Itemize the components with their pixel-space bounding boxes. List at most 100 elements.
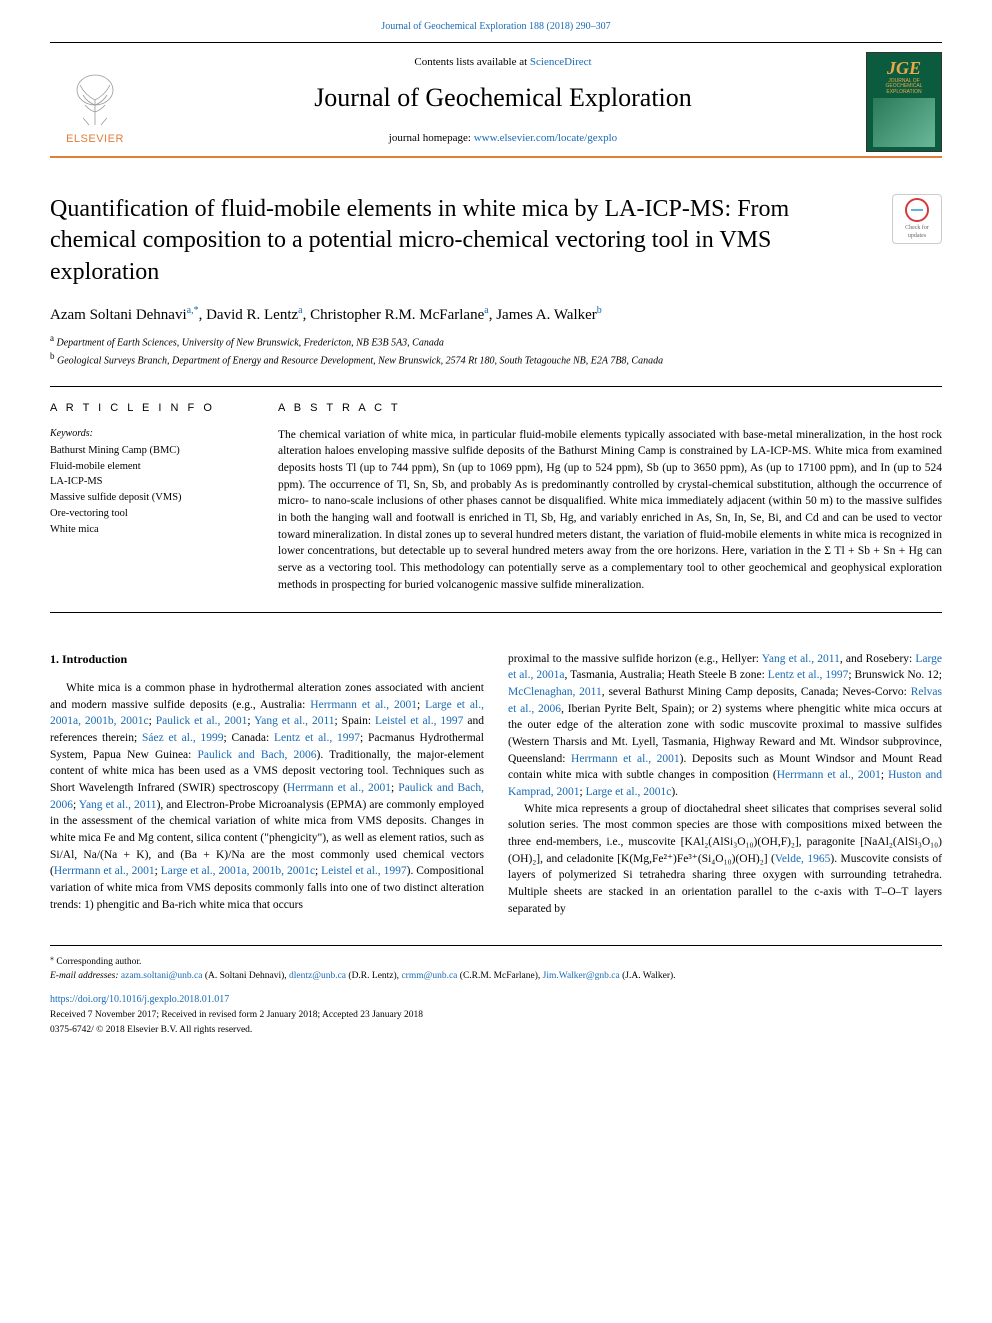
homepage-link[interactable]: www.elsevier.com/locate/gexplo: [474, 132, 617, 144]
crossmark-icon: [905, 198, 929, 222]
journal-header: ELSEVIER Contents lists available at Sci…: [50, 42, 942, 158]
email-link[interactable]: azam.soltani@unb.ca: [121, 971, 203, 981]
crossmark-badge[interactable]: Check for updates: [892, 194, 942, 244]
intro-heading: 1. Introduction: [50, 651, 484, 668]
email-name: (C.R.M. McFarlane),: [457, 971, 542, 981]
citation-link[interactable]: Herrmann et al., 2001: [777, 769, 881, 781]
intro-paragraph: White mica is a common phase in hydrothe…: [50, 680, 484, 913]
citation-link[interactable]: Large et al., 2001c: [586, 786, 672, 798]
info-abstract-row: A R T I C L E I N F O Keywords: Bathurst…: [50, 401, 942, 593]
citation-link[interactable]: Yang et al., 2011: [254, 715, 334, 727]
section-rule: [50, 386, 942, 387]
email-link[interactable]: Jim.Walker@gnb.ca: [543, 971, 620, 981]
citation-link[interactable]: Herrmann et al., 2001: [310, 699, 417, 711]
citation-link[interactable]: Lentz et al., 1997: [768, 669, 849, 681]
email-link[interactable]: dlentz@unb.ca: [289, 971, 346, 981]
homepage-prefix: journal homepage:: [389, 132, 474, 144]
citation-link[interactable]: Herrmann et al., 2001: [571, 753, 680, 765]
keyword: LA-ICP-MS: [50, 474, 250, 490]
text: ;: [417, 699, 425, 711]
corresponding-note: ⁎ Corresponding author.: [50, 952, 942, 969]
abstract-heading: A B S T R A C T: [278, 401, 942, 416]
elsevier-name: ELSEVIER: [66, 132, 124, 147]
citation-link[interactable]: Paulick and Bach, 2006: [197, 749, 316, 761]
sciencedirect-link[interactable]: ScienceDirect: [530, 56, 592, 68]
received-dates: Received 7 November 2017; Received in re…: [50, 1009, 942, 1022]
citation-link[interactable]: Herrmann et al., 2001: [54, 865, 155, 877]
citation-link[interactable]: Paulick et al., 2001: [156, 715, 248, 727]
affiliation-a-text: Department of Earth Sciences, University…: [57, 337, 444, 348]
journal-reference: Journal of Geochemical Exploration 188 (…: [50, 20, 942, 34]
abstract: A B S T R A C T The chemical variation o…: [278, 401, 942, 593]
keyword: Bathurst Mining Camp (BMC): [50, 443, 250, 459]
cover-image: [873, 98, 935, 147]
column-right: proximal to the massive sulfide horizon …: [508, 651, 942, 918]
author-1-affil[interactable]: a,: [187, 305, 194, 316]
author-1: Azam Soltani Dehnavi: [50, 307, 187, 323]
citation-link[interactable]: Herrmann et al., 2001: [287, 782, 391, 794]
title-section: Quantification of fluid-mobile elements …: [50, 194, 942, 288]
homepage-line: journal homepage: www.elsevier.com/locat…: [140, 131, 866, 146]
email-name: (D.R. Lentz),: [346, 971, 401, 981]
contents-prefix: Contents lists available at: [414, 56, 529, 68]
crossmark-line2: updates: [908, 232, 926, 240]
text: , and Rosebery:: [840, 653, 916, 665]
article-info-heading: A R T I C L E I N F O: [50, 401, 250, 416]
text: ; Spain:: [335, 715, 375, 727]
section-rule: [50, 612, 942, 613]
affiliations: a Department of Earth Sciences, Universi…: [50, 332, 942, 369]
text: ;: [149, 715, 156, 727]
article-title: Quantification of fluid-mobile elements …: [50, 194, 892, 288]
corresponding-text: Corresponding author.: [56, 957, 141, 967]
email-label: E-mail addresses:: [50, 971, 119, 981]
text: ).: [671, 786, 678, 798]
author-4: , James A. Walker: [489, 307, 597, 323]
text: proximal to the massive sulfide horizon …: [508, 653, 762, 665]
keyword: Ore-vectoring tool: [50, 506, 250, 522]
citation-link[interactable]: Leistel et al., 1997: [375, 715, 463, 727]
intro-paragraph-cont: proximal to the massive sulfide horizon …: [508, 651, 942, 801]
text: ; Canada:: [224, 732, 275, 744]
keyword: White mica: [50, 522, 250, 538]
text: , several Bathurst Mining Camp deposits,…: [602, 686, 911, 698]
text: , Tasmania, Australia; Heath Steele B zo…: [564, 669, 767, 681]
column-left: 1. Introduction White mica is a common p…: [50, 651, 484, 918]
body-columns: 1. Introduction White mica is a common p…: [50, 651, 942, 918]
contents-line: Contents lists available at ScienceDirec…: [140, 55, 866, 70]
keyword: Massive sulfide deposit (VMS): [50, 490, 250, 506]
elsevier-logo[interactable]: ELSEVIER: [50, 52, 140, 152]
copyright: 0375-6742/ © 2018 Elsevier B.V. All righ…: [50, 1024, 942, 1037]
author-2: , David R. Lentz: [199, 307, 299, 323]
email-name: (A. Soltani Dehnavi),: [202, 971, 289, 981]
journal-name: Journal of Geochemical Exploration: [140, 80, 866, 116]
citation-link[interactable]: Sáez et al., 1999: [142, 732, 224, 744]
intro-paragraph-2: White mica represents a group of dioctah…: [508, 801, 942, 918]
cover-initials: JGE: [887, 59, 921, 77]
citation-link[interactable]: Leistel et al., 1997: [321, 865, 406, 877]
citation-link[interactable]: Lentz et al., 1997: [274, 732, 360, 744]
author-4-affil[interactable]: b: [597, 305, 602, 316]
citation-link[interactable]: Yang et al., 2011: [762, 653, 840, 665]
citation-link[interactable]: Yang et al., 2011: [79, 799, 157, 811]
email-link[interactable]: crmm@unb.ca: [401, 971, 457, 981]
cover-title: JOURNAL OF GEOCHEMICAL EXPLORATION: [871, 79, 937, 96]
header-center: Contents lists available at ScienceDirec…: [140, 47, 866, 156]
elsevier-tree-icon: [65, 70, 125, 130]
keyword: Fluid-mobile element: [50, 459, 250, 475]
text: ; Brunswick No. 12;: [848, 669, 942, 681]
keywords-label: Keywords:: [50, 427, 250, 441]
crossmark-line1: Check for: [905, 224, 929, 232]
citation-link[interactable]: McClenaghan, 2011: [508, 686, 602, 698]
email-line: E-mail addresses: azam.soltani@unb.ca (A…: [50, 970, 942, 983]
journal-cover[interactable]: JGE JOURNAL OF GEOCHEMICAL EXPLORATION: [866, 52, 942, 152]
doi-link[interactable]: https://doi.org/10.1016/j.gexplo.2018.01…: [50, 993, 942, 1007]
author-3: , Christopher R.M. McFarlane: [303, 307, 485, 323]
authors: Azam Soltani Dehnavia,*, David R. Lentza…: [50, 304, 942, 326]
email-name: (J.A. Walker).: [620, 971, 676, 981]
citation-link[interactable]: Velde, 1965: [775, 853, 831, 865]
keywords-list: Bathurst Mining Camp (BMC) Fluid-mobile …: [50, 443, 250, 538]
affiliation-b: b Geological Surveys Branch, Department …: [50, 350, 942, 368]
abstract-text: The chemical variation of white mica, in…: [278, 427, 942, 594]
article-info: A R T I C L E I N F O Keywords: Bathurst…: [50, 401, 250, 593]
citation-link[interactable]: Large et al., 2001a, 2001b, 2001c: [161, 865, 315, 877]
